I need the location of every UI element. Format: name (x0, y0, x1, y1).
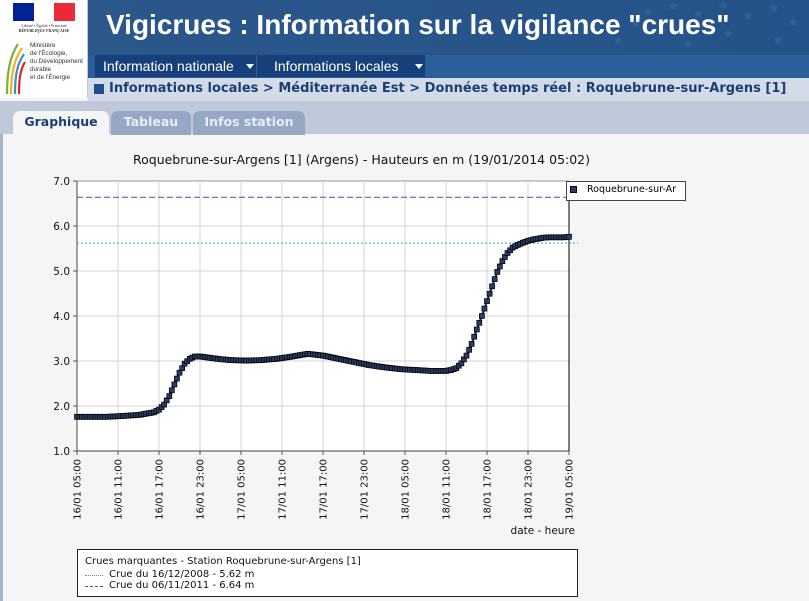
star-icon (643, 7, 653, 16)
data-point (491, 276, 498, 282)
breadcrumb: Informations locales > Méditerranée Est … (109, 81, 787, 96)
data-point (486, 290, 493, 297)
crues-marquantes-box: Crues marquantes - Station Roquebrune-su… (77, 549, 578, 597)
star-icon (769, 3, 779, 12)
rf-motto: Liberté • Égalité • Fraternité (21, 23, 67, 28)
crue-2011-label: Crue du 06/11/2011 - 6.64 m (109, 580, 255, 591)
data-point (489, 283, 495, 290)
data-point (466, 346, 472, 353)
tab-infos-station[interactable]: Infos station (193, 111, 305, 135)
x-tick-label: 19/01 05:00 (565, 459, 576, 520)
star-icon (668, 1, 678, 10)
y-tick-label: 5.0 (53, 266, 70, 278)
ministry-line: Ministère (30, 42, 56, 49)
nav-label: Informations locales (274, 58, 399, 74)
chart-title: Roquebrune-sur-Argens [1] (Argens) - Hau… (132, 152, 591, 167)
main-nav: Information nationale Informations local… (88, 55, 809, 78)
site-header: Liberté • Égalité • Fraternité RÉPUBLIQU… (0, 0, 809, 98)
data-point (494, 269, 501, 275)
flag-band (54, 3, 76, 21)
y-tick-label: 4.0 (53, 311, 70, 323)
ministry-logo[interactable]: Liberté • Égalité • Fraternité RÉPUBLIQU… (0, 0, 88, 98)
banner: Vigicrues : Information sur la vigilance… (88, 0, 809, 55)
ministry-line: de l'Écologie, (30, 50, 68, 57)
y-tick-label: 1.0 (53, 446, 70, 458)
data-point (481, 305, 488, 312)
crues-box-title: Crues marquantes - Station Roquebrune-su… (85, 556, 361, 567)
data-point (479, 313, 485, 319)
tabs-bar: Graphique Tableau Infos station (0, 101, 809, 135)
star-icon (723, 29, 733, 38)
x-tick-label: 16/01 05:00 (73, 459, 84, 520)
ministry-line: et de l'Énergie (30, 74, 71, 81)
breadcrumb-bar: Informations locales > Méditerranée Est … (88, 78, 809, 101)
star-icon (658, 25, 668, 34)
crue-2008-label: Crue du 16/12/2008 - 5.62 m (109, 569, 255, 580)
legend-label: Roquebrune-sur-Ar (587, 184, 677, 195)
x-tick-label: 16/01 11:00 (114, 459, 125, 520)
x-tick-label: 16/01 23:00 (196, 459, 207, 520)
star-icon (683, 39, 693, 48)
y-tick-label: 6.0 (53, 221, 70, 233)
data-point (463, 352, 470, 359)
x-tick-label: 18/01 17:00 (483, 459, 494, 520)
y-tick-label: 7.0 (53, 176, 70, 188)
bullet-square-icon (94, 84, 104, 94)
data-point (168, 387, 175, 394)
y-tick-label: 2.0 (53, 401, 70, 413)
data-point (171, 381, 178, 388)
data-point (484, 298, 490, 304)
tab-tableau[interactable]: Tableau (111, 111, 191, 135)
crue-2008-line-sample (85, 575, 103, 576)
star-icon (613, 35, 623, 44)
flag-band (13, 3, 34, 21)
rf-name: RÉPUBLIQUE FRANÇAISE (18, 28, 70, 33)
chevron-down-icon (415, 64, 423, 69)
eu-stars-decoration (613, 0, 798, 48)
tab-graphique[interactable]: Graphique (13, 111, 109, 135)
french-flag-icon (13, 3, 76, 21)
legend-marker (570, 186, 577, 193)
data-point (468, 341, 475, 347)
star-icon (788, 17, 798, 26)
chart: 1.0 2.0 3.0 4.0 5.0 6.0 7.0 16/01 05:00 16/01 11… (53, 176, 578, 537)
nav-label: Information nationale (103, 58, 234, 74)
star-icon (631, 19, 641, 28)
ministry-stripes-icon (5, 43, 26, 94)
data-point (166, 393, 173, 399)
x-tick-label: 17/01 11:00 (278, 459, 289, 520)
data-point (471, 333, 478, 340)
x-tick-label: 16/01 17:00 (155, 459, 166, 520)
x-tick-label: 18/01 11:00 (442, 459, 453, 520)
x-tick-label: 17/01 23:00 (360, 459, 371, 520)
star-icon (773, 35, 783, 44)
x-tick-label: 18/01 23:00 (524, 459, 535, 520)
ministry-name: Ministère de l'Écologie, du Développement d… (30, 42, 86, 82)
nav-information-nationale[interactable]: Information nationale (95, 55, 256, 77)
ministry-line: durable (30, 66, 52, 73)
content-panel (0, 134, 809, 601)
star-icon (718, 0, 728, 9)
data-point (496, 263, 503, 270)
rf-caption: Liberté • Égalité • Fraternité RÉPUBLIQU… (10, 23, 78, 33)
data-point (174, 375, 180, 382)
flag-band (33, 3, 55, 21)
x-tick-label: 17/01 17:00 (319, 459, 330, 520)
data-point (473, 326, 480, 333)
crue-2011-line-sample (85, 586, 103, 587)
chevron-down-icon (246, 64, 254, 69)
data-point (566, 233, 572, 240)
x-tick-label: 17/01 05:00 (237, 459, 248, 520)
x-tick-label: 18/01 05:00 (401, 459, 412, 520)
star-icon (743, 11, 753, 20)
star-icon (693, 9, 703, 18)
page-title: Vigicrues : Information sur la vigilance… (106, 9, 730, 40)
data-point (476, 319, 483, 326)
chart-legend: Roquebrune-sur-Ar (566, 181, 686, 201)
y-tick-label: 3.0 (53, 356, 70, 368)
ministry-line: du Développement (30, 58, 83, 65)
x-axis-label: date - heure (511, 525, 575, 537)
nav-informations-locales[interactable]: Informations locales (257, 55, 425, 77)
